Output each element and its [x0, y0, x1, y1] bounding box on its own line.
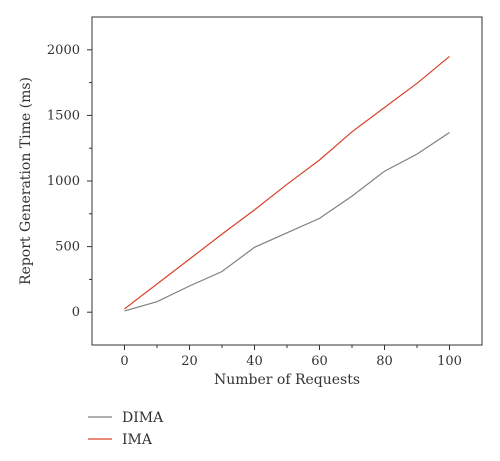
legend-label-dima: DIMA [122, 410, 164, 426]
x-tick-label: 0 [120, 354, 128, 369]
plot-frame [91, 16, 483, 346]
y-tick-label: 0 [72, 305, 80, 320]
series-line-ima [124, 55, 450, 310]
x-axis-title: Number of Requests [214, 372, 360, 388]
series-lines [124, 55, 450, 312]
x-tick-label: 80 [376, 354, 393, 369]
x-tick-label: 40 [246, 354, 263, 369]
x-tick-label: 60 [311, 354, 328, 369]
y-tick-label: 2000 [47, 43, 80, 58]
y-axis-title: Report Generation Time (ms) [18, 77, 34, 285]
legend: DIMA IMA [88, 410, 164, 448]
x-tick-label: 20 [181, 354, 198, 369]
y-tick-label: 1500 [47, 108, 80, 123]
legend-label-ima: IMA [122, 432, 153, 448]
x-tick-label: 100 [437, 354, 462, 369]
series-line-dima [124, 132, 450, 312]
y-tick-label: 1000 [47, 174, 80, 189]
y-tick-label: 500 [55, 240, 80, 255]
